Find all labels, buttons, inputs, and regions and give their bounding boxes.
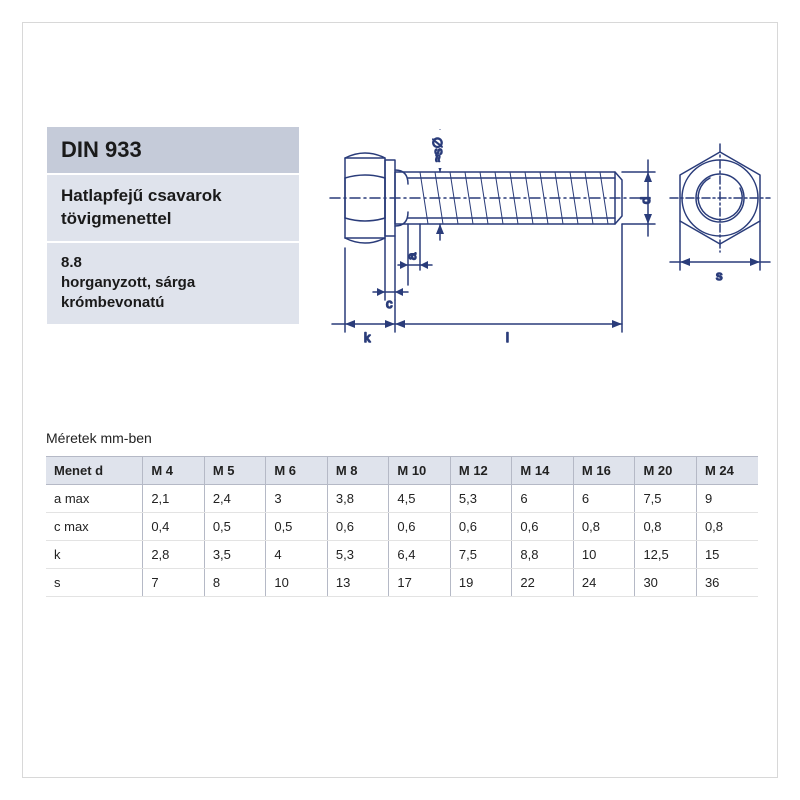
dim-label-c: c <box>386 296 393 311</box>
cell: 0,8 <box>573 513 635 541</box>
cell: 12,5 <box>635 541 697 569</box>
table-row: c max 0,4 0,5 0,5 0,6 0,6 0,6 0,6 0,8 0,… <box>46 513 758 541</box>
table-row: a max 2,1 2,4 3 3,8 4,5 5,3 6 6 7,5 9 <box>46 485 758 513</box>
cell: 7,5 <box>450 541 512 569</box>
col-header: M 6 <box>266 457 328 485</box>
row-label: k <box>46 541 143 569</box>
cell: 6 <box>512 485 574 513</box>
dim-label-d: d <box>638 197 653 204</box>
cell: 24 <box>573 569 635 597</box>
row-header-label: Menet d <box>46 457 143 485</box>
table-row: s 7 8 10 13 17 19 22 24 30 36 <box>46 569 758 597</box>
cell: 5,3 <box>450 485 512 513</box>
bolt-diagram: ≈s∅ d a c <box>310 100 780 360</box>
cell: 10 <box>266 569 328 597</box>
standard-title: DIN 933 <box>46 126 300 174</box>
table-body: a max 2,1 2,4 3 3,8 4,5 5,3 6 6 7,5 9 c … <box>46 485 758 597</box>
col-header: M 20 <box>635 457 697 485</box>
dimensions-table-wrap: Méretek mm-ben Menet d M 4 M 5 M 6 M 8 M… <box>46 430 758 597</box>
row-label: c max <box>46 513 143 541</box>
cell: 36 <box>696 569 758 597</box>
cell: 30 <box>635 569 697 597</box>
subtitle-line1: Hatlapfejű csavarok <box>61 186 222 205</box>
row-label: s <box>46 569 143 597</box>
cell: 15 <box>696 541 758 569</box>
cell: 4,5 <box>389 485 451 513</box>
standard-subtitle: Hatlapfejű csavarok tövigmenettel <box>46 174 300 242</box>
note-line3: krómbevonatú <box>61 294 164 311</box>
cell: 0,5 <box>204 513 266 541</box>
col-header: M 5 <box>204 457 266 485</box>
dimensions-table: Menet d M 4 M 5 M 6 M 8 M 10 M 12 M 14 M… <box>46 456 758 597</box>
col-header: M 14 <box>512 457 574 485</box>
cell: 0,8 <box>635 513 697 541</box>
col-header: M 12 <box>450 457 512 485</box>
cell: 19 <box>450 569 512 597</box>
cell: 2,1 <box>143 485 205 513</box>
row-label: a max <box>46 485 143 513</box>
cell: 0,5 <box>266 513 328 541</box>
col-header: M 10 <box>389 457 451 485</box>
col-header: M 8 <box>327 457 389 485</box>
dim-label-a: a <box>404 252 419 260</box>
cell: 0,6 <box>389 513 451 541</box>
table-header-row: Menet d M 4 M 5 M 6 M 8 M 10 M 12 M 14 M… <box>46 457 758 485</box>
cell: 2,4 <box>204 485 266 513</box>
cell: 10 <box>573 541 635 569</box>
cell: 8,8 <box>512 541 574 569</box>
standard-note: 8.8 horganyzott, sárga krómbevonatú <box>46 242 300 325</box>
cell: 0,4 <box>143 513 205 541</box>
cell: 4 <box>266 541 328 569</box>
cell: 0,6 <box>512 513 574 541</box>
note-line1: 8.8 <box>61 254 82 271</box>
cell: 7 <box>143 569 205 597</box>
cell: 7,5 <box>635 485 697 513</box>
cell: 5,3 <box>327 541 389 569</box>
cell: 13 <box>327 569 389 597</box>
note-line2: horganyzott, sárga <box>61 274 195 291</box>
header-stack: DIN 933 Hatlapfejű csavarok tövigmenette… <box>46 126 300 325</box>
cell: 0,6 <box>450 513 512 541</box>
cell: 9 <box>696 485 758 513</box>
dim-label-l: l <box>506 330 509 345</box>
cell: 3 <box>266 485 328 513</box>
cell: 3,5 <box>204 541 266 569</box>
table-caption: Méretek mm-ben <box>46 430 758 446</box>
cell: 0,8 <box>696 513 758 541</box>
dim-label-k: k <box>364 330 371 345</box>
cell: 8 <box>204 569 266 597</box>
cell: 6 <box>573 485 635 513</box>
cell: 3,8 <box>327 485 389 513</box>
dim-label-s: s <box>716 268 723 283</box>
col-header: M 16 <box>573 457 635 485</box>
dim-label-sphi: ≈s∅ <box>430 137 445 162</box>
col-header: M 24 <box>696 457 758 485</box>
cell: 17 <box>389 569 451 597</box>
subtitle-line2: tövigmenettel <box>61 209 172 228</box>
cell: 22 <box>512 569 574 597</box>
cell: 6,4 <box>389 541 451 569</box>
col-header: M 4 <box>143 457 205 485</box>
table-row: k 2,8 3,5 4 5,3 6,4 7,5 8,8 10 12,5 15 <box>46 541 758 569</box>
cell: 2,8 <box>143 541 205 569</box>
cell: 0,6 <box>327 513 389 541</box>
